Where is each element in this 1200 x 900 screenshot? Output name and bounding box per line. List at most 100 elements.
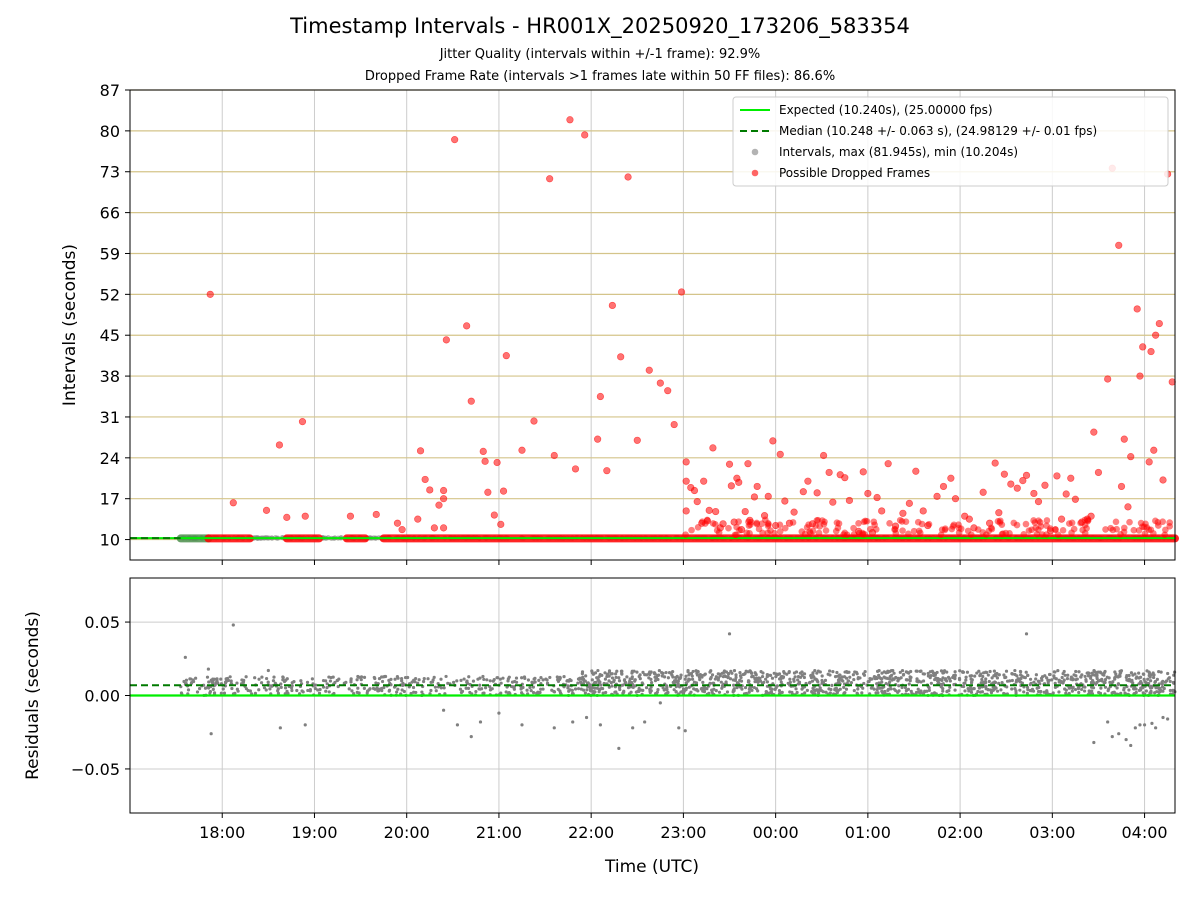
residual-point — [597, 681, 601, 685]
dropped-frame-point — [744, 460, 752, 468]
residual-point — [634, 690, 638, 694]
residual-point — [1079, 687, 1084, 692]
residual-point — [905, 670, 910, 675]
residual-point — [677, 726, 681, 730]
dropped-frame-point — [682, 458, 690, 466]
residual-point — [531, 691, 536, 695]
residual-point — [455, 723, 460, 727]
residuals-panel: 0.05 0.00 −0.05 18:00 19:00 20:00 21:00 22:00 23… — [23, 577, 1177, 842]
residual-point — [441, 708, 446, 712]
residual-point — [1153, 679, 1158, 684]
y-tick-label: 87 — [100, 81, 120, 100]
residual-point — [214, 681, 218, 685]
dropped-frame-point — [1150, 446, 1158, 454]
residual-point — [1138, 723, 1142, 727]
residual-point — [610, 676, 615, 680]
residual-point — [566, 686, 570, 690]
residual-point — [552, 690, 557, 694]
residual-point — [1010, 672, 1015, 676]
residual-point — [889, 687, 893, 691]
residual-point — [1117, 732, 1121, 736]
residual-point — [660, 674, 664, 678]
residual-point — [638, 673, 642, 677]
dropped-frame-point — [735, 478, 743, 486]
dropped-frame-point — [645, 366, 653, 374]
residual-point — [520, 723, 524, 727]
residual-point — [235, 681, 239, 685]
residual-point — [927, 688, 931, 692]
residual-point — [328, 679, 333, 683]
residual-point — [665, 688, 669, 692]
residual-point — [679, 673, 683, 677]
y-axis-label-residuals: Residuals (seconds) — [23, 611, 43, 780]
residual-point — [1084, 677, 1088, 682]
dropped-frame-point — [910, 527, 918, 535]
residual-point — [948, 685, 952, 689]
residual-point — [1122, 686, 1126, 690]
residual-point — [961, 670, 965, 674]
residual-point — [734, 675, 738, 679]
dropped-frame-point — [275, 441, 284, 449]
residual-point — [788, 680, 792, 684]
residual-point — [941, 689, 945, 693]
residual-point — [969, 690, 974, 694]
residual-point — [615, 669, 619, 673]
residual-point — [849, 680, 854, 685]
dropped-frame-point — [933, 492, 941, 500]
dropped-frame-point — [1141, 530, 1149, 538]
x-tick-label: 03:00 — [1029, 823, 1075, 842]
residual-point — [355, 690, 359, 694]
residual-point — [1014, 680, 1018, 684]
residual-point — [1014, 689, 1018, 693]
dropped-frame-point — [799, 488, 807, 496]
residual-point — [596, 676, 600, 680]
dropped-frame-point — [1019, 476, 1027, 485]
residual-point — [621, 691, 625, 695]
residual-point — [614, 690, 618, 694]
dropped-frame-point — [843, 531, 851, 539]
residual-point — [1131, 673, 1135, 677]
residual-point — [313, 686, 317, 691]
residual-point — [1155, 677, 1159, 681]
residual-point — [1123, 691, 1127, 695]
dropped-frame-point — [301, 512, 309, 520]
residual-point — [1157, 670, 1161, 674]
residual-point — [833, 687, 837, 691]
residual-point — [765, 673, 769, 677]
residual-point — [992, 669, 996, 673]
residual-point — [862, 673, 867, 677]
residual-point — [671, 680, 675, 685]
dropped-frame-point — [1166, 519, 1173, 526]
residual-point — [701, 680, 705, 685]
dropped-frame-point — [781, 524, 789, 532]
dropped-frame-point — [998, 530, 1006, 538]
dropped-frame-point — [825, 468, 833, 477]
dropped-frame-point — [867, 525, 874, 533]
dropped-frame-point — [807, 529, 814, 537]
residual-point — [656, 688, 660, 692]
residual-point — [396, 687, 400, 691]
dropped-frame-point — [819, 451, 828, 460]
residual-point — [1154, 726, 1158, 730]
residual-point — [1132, 687, 1136, 691]
residual-point — [749, 671, 754, 675]
residual-point — [1028, 683, 1032, 687]
residual-point — [528, 686, 532, 690]
residual-point — [395, 690, 399, 694]
residual-point — [720, 684, 724, 688]
dropped-frame-point — [1035, 517, 1042, 524]
dropped-frame-point — [764, 492, 772, 500]
y-tick-label: 24 — [100, 449, 120, 468]
residual-point — [630, 671, 634, 675]
residual-point — [821, 690, 825, 694]
residual-point — [852, 688, 856, 693]
residual-point — [805, 688, 809, 692]
residual-point — [368, 687, 372, 691]
residual-point — [434, 689, 438, 693]
residual-point — [478, 676, 482, 680]
x-tick-label: 22:00 — [568, 823, 614, 842]
residual-point — [1005, 679, 1010, 683]
residual-point — [927, 686, 931, 690]
residual-point — [750, 688, 754, 692]
